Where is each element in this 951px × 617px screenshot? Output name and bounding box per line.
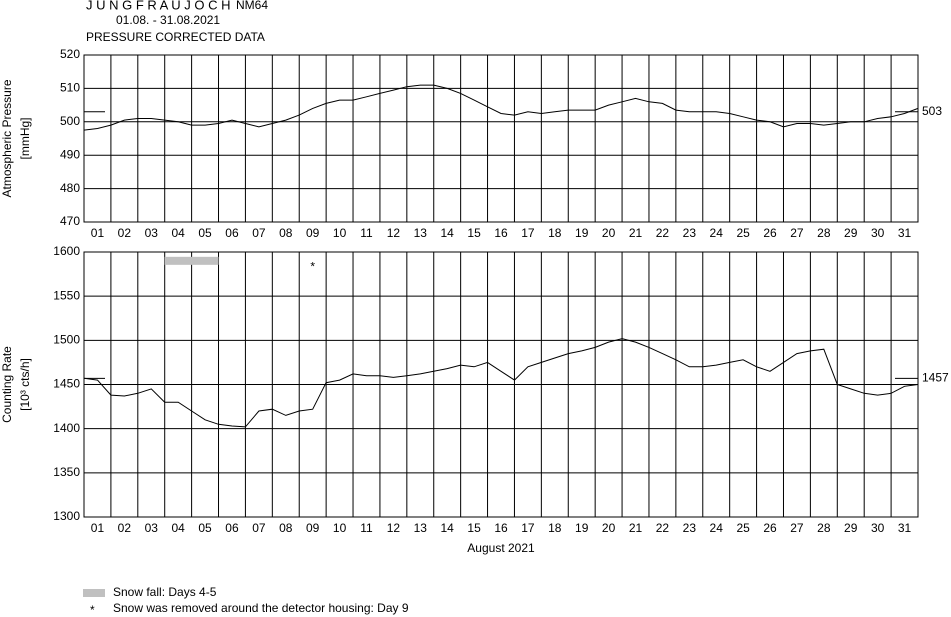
x-tick-label: 12 (387, 521, 401, 535)
y-tick-label: 1400 (53, 421, 80, 435)
plot-frame (83, 54, 919, 223)
x-tick-label: 07 (252, 521, 266, 535)
data-line (83, 338, 919, 428)
y-tick-label: 520 (60, 47, 80, 61)
x-tick-label: 30 (871, 226, 885, 240)
x-tick-label: 10 (333, 226, 347, 240)
x-tick-label: 25 (736, 226, 750, 240)
x-tick-label: 24 (710, 521, 724, 535)
x-tick-label: 17 (521, 226, 535, 240)
x-tick-label: 05 (198, 226, 212, 240)
y-axis-label: [mmHg] (18, 118, 32, 160)
legend-text: Snow fall: Days 4-5 (113, 585, 217, 599)
y-tick-label: 490 (60, 147, 80, 161)
y-axis-label: Atmospheric Pressure (0, 79, 14, 197)
x-tick-label: 16 (494, 226, 508, 240)
y-axis-label: [10³ cts/h] (18, 358, 32, 411)
x-tick-label: 16 (494, 521, 508, 535)
x-tick-label: 04 (171, 226, 185, 240)
x-tick-label: 08 (279, 226, 293, 240)
x-tick-label: 18 (548, 226, 562, 240)
x-tick-label: 23 (683, 226, 697, 240)
x-tick-label: 21 (629, 226, 643, 240)
x-tick-label: 03 (145, 521, 159, 535)
x-tick-label: 14 (441, 226, 455, 240)
x-tick-label: 04 (171, 521, 185, 535)
x-tick-label: 03 (145, 226, 159, 240)
y-tick-label: 1300 (53, 509, 80, 523)
y-tick-label: 500 (60, 114, 80, 128)
y-tick-label: 510 (60, 81, 80, 95)
x-tick-label: 13 (414, 226, 428, 240)
x-tick-label: 10 (333, 521, 347, 535)
x-tick-label: 21 (629, 521, 643, 535)
x-tick-label: 24 (710, 226, 724, 240)
data-line (83, 84, 919, 131)
title: J U N G F R A U J O C H (86, 0, 230, 12)
x-tick-label: 14 (441, 521, 455, 535)
x-tick-label: 19 (575, 226, 589, 240)
x-tick-label: 23 (683, 521, 697, 535)
station: NM64 (236, 0, 268, 12)
y-tick-label: 1550 (53, 288, 80, 302)
x-tick-label: 27 (790, 226, 804, 240)
x-tick-label: 09 (306, 226, 320, 240)
x-tick-label: 29 (844, 521, 858, 535)
y-tick-label: 1500 (53, 333, 80, 347)
snow-removed-marker: * (310, 259, 315, 273)
y-tick-label: 470 (60, 214, 80, 228)
y-axis-label: Counting Rate (0, 346, 14, 423)
x-tick-label: 17 (521, 521, 535, 535)
x-tick-label: 12 (387, 226, 401, 240)
x-tick-label: 18 (548, 521, 562, 535)
legend-swatch (83, 589, 105, 597)
x-tick-label: 28 (817, 521, 831, 535)
reference-label: 503 (922, 104, 942, 118)
x-tick-label: 30 (871, 521, 885, 535)
y-tick-label: 1600 (53, 244, 80, 258)
x-tick-label: 06 (225, 521, 239, 535)
y-tick-label: 1350 (53, 465, 80, 479)
x-tick-label: 11 (360, 521, 373, 535)
x-tick-label: 27 (790, 521, 804, 535)
period: 01.08. - 31.08.2021 (116, 13, 220, 27)
x-tick-label: 01 (91, 521, 105, 535)
legend-star: * (90, 603, 95, 617)
x-tick-label: 11 (360, 226, 373, 240)
x-tick-label: 09 (306, 521, 320, 535)
x-tick-label: 13 (414, 521, 428, 535)
x-tick-label: 15 (467, 521, 481, 535)
y-tick-label: 480 (60, 181, 80, 195)
x-tick-label: 22 (656, 521, 670, 535)
x-axis-label: August 2021 (467, 541, 535, 555)
x-tick-label: 22 (656, 226, 670, 240)
subtitle: PRESSURE CORRECTED DATA (86, 30, 265, 44)
x-tick-label: 28 (817, 226, 831, 240)
x-tick-label: 19 (575, 521, 589, 535)
x-tick-label: 01 (91, 226, 105, 240)
x-tick-label: 31 (898, 521, 912, 535)
x-tick-label: 05 (198, 521, 212, 535)
x-tick-label: 26 (763, 226, 777, 240)
x-tick-label: 15 (467, 226, 481, 240)
x-tick-label: 06 (225, 226, 239, 240)
x-tick-label: 07 (252, 226, 266, 240)
x-tick-label: 29 (844, 226, 858, 240)
x-tick-label: 20 (602, 226, 616, 240)
x-tick-label: 20 (602, 521, 616, 535)
x-tick-label: 08 (279, 521, 293, 535)
reference-label: 1457 (922, 370, 949, 384)
x-tick-label: 02 (118, 226, 132, 240)
x-tick-label: 31 (898, 226, 912, 240)
x-tick-label: 26 (763, 521, 777, 535)
y-tick-label: 1450 (53, 377, 80, 391)
legend-text: Snow was removed around the detector hou… (113, 601, 409, 615)
x-tick-label: 02 (118, 521, 132, 535)
x-tick-label: 25 (736, 521, 750, 535)
snow-band (164, 256, 219, 265)
